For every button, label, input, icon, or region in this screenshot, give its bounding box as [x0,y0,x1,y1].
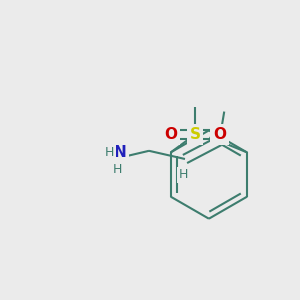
Text: O: O [164,127,177,142]
Text: O: O [213,127,226,142]
Text: H: H [105,146,114,159]
Text: H: H [179,168,188,181]
Text: S: S [190,127,201,142]
Text: N: N [113,145,126,160]
Text: H: H [113,163,123,176]
